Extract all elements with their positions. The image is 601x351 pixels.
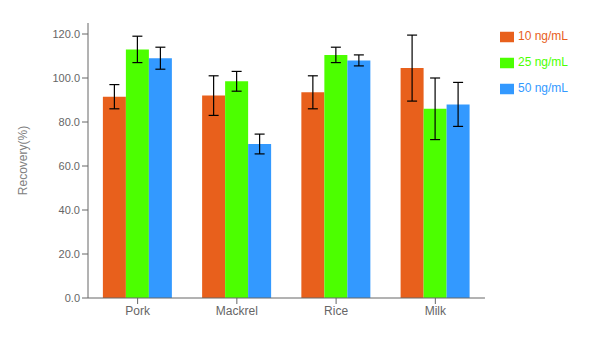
svg-text:Milk: Milk <box>425 304 447 318</box>
svg-text:40.0: 40.0 <box>59 204 80 216</box>
html-text:50 ng/mL: 50 ng/mL <box>518 81 568 95</box>
svg-text:Pork: Pork <box>125 304 151 318</box>
svg-text:Mackrel: Mackrel <box>216 304 258 318</box>
svg-text:120.0: 120.0 <box>52 28 80 40</box>
html-text:10 ng/mL: 10 ng/mL <box>518 29 568 43</box>
svg-text:Rice: Rice <box>324 304 348 318</box>
svg-text:20.0: 20.0 <box>59 248 80 260</box>
svg-text:0.0: 0.0 <box>65 292 80 304</box>
svg-text:60.0: 60.0 <box>59 160 80 172</box>
svg-text:Recovery(%): Recovery(%) <box>16 126 30 195</box>
svg-text:100.0: 100.0 <box>52 72 80 84</box>
html-text:25 ng/mL: 25 ng/mL <box>518 55 568 69</box>
svg-text:80.0: 80.0 <box>59 116 80 128</box>
